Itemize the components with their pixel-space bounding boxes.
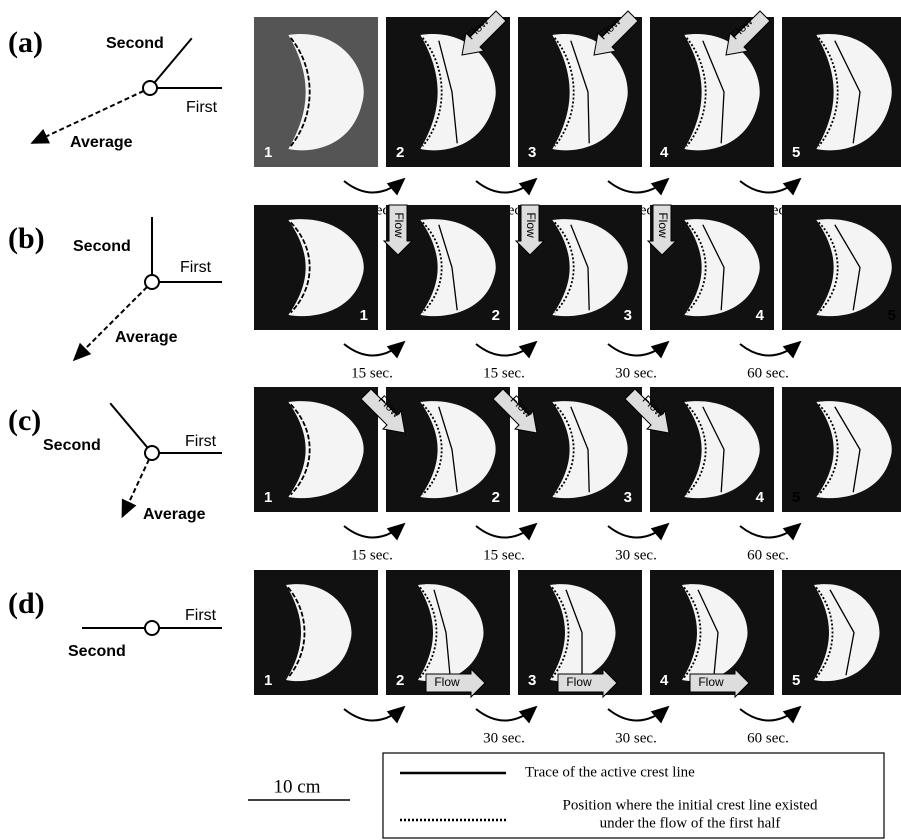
- legend-dotted-label: under the flow of the first half: [600, 815, 781, 831]
- interval-label: 15 sec.: [351, 365, 393, 381]
- flow-label: Flow: [566, 675, 592, 689]
- panel-number: 4: [756, 489, 765, 506]
- junction: [145, 446, 159, 460]
- average-label: Average: [115, 329, 178, 346]
- second-label: Second: [43, 437, 101, 454]
- time-arrow: [740, 707, 800, 721]
- time-arrow: [344, 179, 404, 193]
- panel-number: 5: [792, 489, 800, 506]
- panel-number: 3: [528, 144, 536, 161]
- first-label: First: [185, 607, 217, 624]
- panel-number: 1: [264, 144, 272, 161]
- interval-label: 60 sec.: [747, 730, 789, 746]
- time-arrow: [608, 707, 668, 721]
- panel-number: 5: [792, 672, 800, 689]
- time-arrow: [344, 524, 404, 538]
- panel-number: 4: [660, 144, 669, 161]
- panel-number: 2: [396, 672, 404, 689]
- interval-label: 60 sec.: [747, 365, 789, 381]
- interval-label: 15 sec.: [483, 547, 525, 563]
- panel-number: 5: [888, 307, 896, 324]
- panel-number: 2: [492, 307, 500, 324]
- panel-number: 3: [528, 672, 536, 689]
- interval-label: 30 sec.: [615, 365, 657, 381]
- time-arrow: [344, 707, 404, 721]
- time-arrow: [476, 524, 536, 538]
- flow-label: Flow: [698, 675, 724, 689]
- time-arrow: [740, 342, 800, 356]
- panel-number: 1: [264, 489, 272, 506]
- time-arrow: [740, 524, 800, 538]
- second-label: Second: [106, 35, 164, 52]
- panel-number: 2: [396, 144, 404, 161]
- junction: [145, 621, 159, 635]
- average-arrow: [74, 287, 147, 360]
- time-arrow: [476, 707, 536, 721]
- average-label: Average: [143, 506, 206, 523]
- second-line: [110, 403, 147, 447]
- scale-label: 10 cm: [274, 776, 321, 797]
- junction: [145, 275, 159, 289]
- legend-dotted-label: Position where the initial crest line ex…: [563, 797, 818, 813]
- row-label: (d): [8, 587, 45, 620]
- interval-label: 30 sec.: [483, 730, 525, 746]
- row-label: (a): [8, 26, 43, 59]
- junction: [143, 81, 157, 95]
- time-arrow: [608, 342, 668, 356]
- time-arrow: [608, 179, 668, 193]
- panel-number: 4: [660, 672, 669, 689]
- panel-number: 3: [624, 307, 632, 324]
- panel-number: 3: [624, 489, 632, 506]
- figure: Trace of the active crest line Position …: [0, 0, 901, 840]
- first-label: First: [186, 99, 218, 116]
- time-arrow: [476, 342, 536, 356]
- panel-number: 1: [264, 672, 272, 689]
- panel-number: 5: [792, 144, 800, 161]
- interval-label: 30 sec.: [615, 547, 657, 563]
- first-label: First: [185, 433, 217, 450]
- panel-number: 2: [492, 489, 500, 506]
- flow-label: Flow: [434, 675, 460, 689]
- second-label: Second: [68, 643, 126, 660]
- time-arrow: [344, 342, 404, 356]
- flow-label: Flow: [524, 212, 538, 238]
- row-label: (b): [8, 222, 45, 255]
- second-label: Second: [73, 238, 131, 255]
- flow-label: Flow: [656, 212, 670, 238]
- interval-label: 15 sec.: [483, 365, 525, 381]
- flow-label: Flow: [392, 212, 406, 238]
- time-arrow: [608, 524, 668, 538]
- interval-label: 60 sec.: [747, 547, 789, 563]
- legend-solid-label: Trace of the active crest line: [525, 764, 695, 780]
- time-arrow: [476, 179, 536, 193]
- average-label: Average: [70, 134, 133, 151]
- interval-label: 15 sec.: [351, 547, 393, 563]
- interval-label: 30 sec.: [615, 730, 657, 746]
- row-label: (c): [8, 404, 41, 437]
- panel-number: 4: [756, 307, 765, 324]
- first-label: First: [180, 259, 212, 276]
- time-arrow: [740, 179, 800, 193]
- panel-number: 1: [360, 307, 368, 324]
